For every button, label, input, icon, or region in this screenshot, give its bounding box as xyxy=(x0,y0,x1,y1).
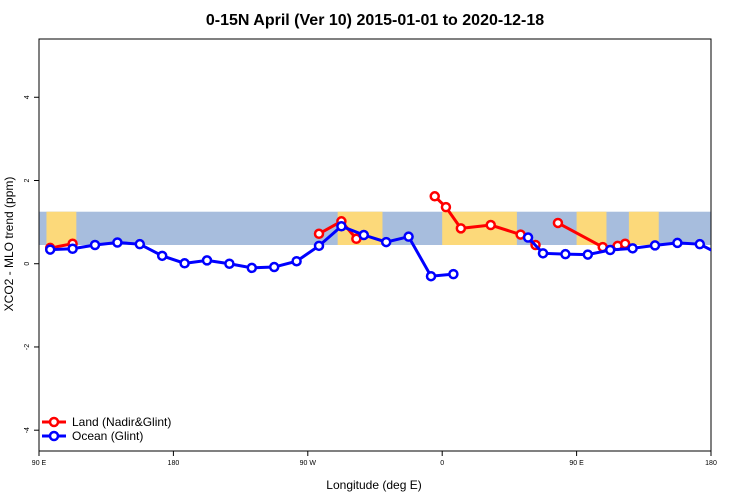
y-tick-label-2: 0 xyxy=(24,262,31,266)
legend-marker-1 xyxy=(48,430,60,442)
legend: Land (Nadir&Glint)Ocean (Glint) xyxy=(42,415,171,443)
series-1-point-1-2 xyxy=(560,248,571,260)
series-1-point-1-7 xyxy=(672,237,683,249)
y-tick-label-1: -2 xyxy=(24,344,31,350)
series-1-point-0-16 xyxy=(403,231,414,242)
series-1-point-0-2 xyxy=(89,239,101,251)
series-0-point-2-2 xyxy=(455,223,467,234)
x-tick-label-4: 90 E xyxy=(569,460,584,467)
series-1-point-1-9 xyxy=(718,252,726,260)
legend-label-0: Land (Nadir&Glint) xyxy=(72,415,171,429)
series-0-point-2-1 xyxy=(440,201,452,213)
series-1-point-1-5 xyxy=(627,243,638,254)
x-tick-label-2: 90 W xyxy=(300,460,317,467)
series-1-point-0-7 xyxy=(201,255,213,266)
series-1-point-0-13 xyxy=(336,221,347,232)
y-tick-label-3: 2 xyxy=(24,178,31,182)
series-0-point-3-0 xyxy=(552,217,564,229)
x-tick-label-3: 0 xyxy=(440,460,444,467)
series-1-point-0-8 xyxy=(224,258,235,269)
plot-area xyxy=(44,191,726,282)
series-1-point-1-4 xyxy=(604,244,616,256)
series-1-point-0-14 xyxy=(358,229,370,241)
plot-frame xyxy=(38,38,712,452)
x-tick-label-1: 180 xyxy=(168,460,180,467)
series-0-point-2-3 xyxy=(485,219,496,231)
series-1-point-0-18 xyxy=(448,268,459,280)
series-1-point-0-15 xyxy=(380,236,392,248)
series-1-point-1-0 xyxy=(522,232,534,243)
series-1 xyxy=(44,221,726,282)
series-1-point-1-6 xyxy=(649,240,661,251)
series-1-point-1-3 xyxy=(582,249,594,260)
chart-title: 0-15N April (Ver 10) 2015-01-01 to 2020-… xyxy=(206,12,544,29)
series-0-point-2-0 xyxy=(429,191,440,202)
y-axis-label: XCO2 - MLO trend (ppm) xyxy=(2,177,16,312)
series-0-point-1-0 xyxy=(313,228,325,240)
series-1-point-0-5 xyxy=(156,250,168,262)
series-1-point-0-4 xyxy=(134,238,146,250)
y-tick-label-4: 4 xyxy=(24,95,31,99)
series-1-line-1 xyxy=(526,236,711,257)
x-tick-label-5: 180 xyxy=(705,460,717,467)
y-tick-label-0: -4 xyxy=(24,427,31,433)
series-1-point-0-11 xyxy=(291,255,302,267)
series-1-point-0-10 xyxy=(268,261,280,273)
x-axis-label: Longitude (deg E) xyxy=(326,478,421,492)
x-tick-label-0: 90 E xyxy=(32,460,47,467)
series-1-point-0-9 xyxy=(246,262,258,274)
series-1-point-0-0 xyxy=(44,244,56,255)
land-area-4 xyxy=(628,211,659,245)
series-1-point-0-12 xyxy=(313,240,325,252)
series-1-point-0-3 xyxy=(112,237,123,248)
series-layer xyxy=(44,191,726,282)
series-1-point-1-1 xyxy=(537,248,549,259)
series-1-point-0-6 xyxy=(179,258,190,269)
series-1-point-0-17 xyxy=(425,270,437,282)
series-1-point-0-1 xyxy=(67,243,78,254)
legend-label-1: Ocean (Glint) xyxy=(72,429,143,443)
legend-marker-0 xyxy=(48,416,60,428)
axes: 90 E 180 90 W 0 90 E 180 -4 -2 0 2 4 xyxy=(24,38,717,467)
series-1-point-1-8 xyxy=(694,238,706,250)
